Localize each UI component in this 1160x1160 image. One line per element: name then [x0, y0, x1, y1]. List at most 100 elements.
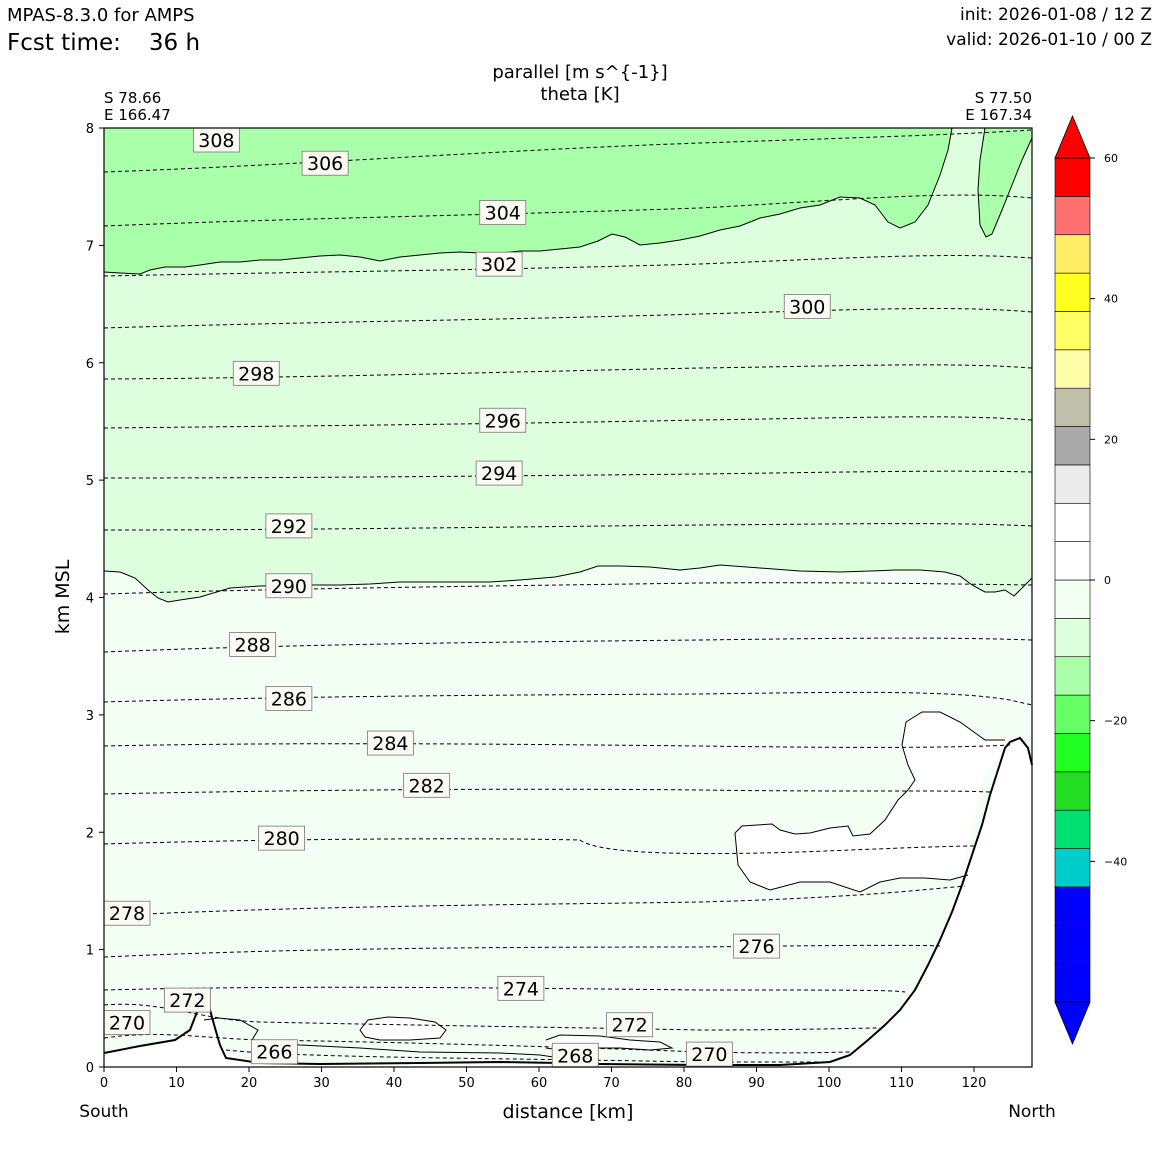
forecast-time: Fcst time: 36 h [7, 30, 200, 56]
x-tick-label: 50 [458, 1076, 475, 1091]
theta-line-286 [104, 691, 1032, 706]
forecast-time-value: 36 h [148, 30, 201, 56]
theta-label: 276 [733, 933, 780, 959]
theta-labels: 3083063043023002982962942922902882862842… [103, 127, 831, 1068]
colorbar-bin [1054, 272, 1091, 312]
theta-label-box [479, 407, 527, 433]
theta-label-box [475, 460, 523, 486]
wind-pocket-lower [360, 1017, 446, 1040]
theta-label-value: 292 [271, 516, 307, 538]
colorbar-bin [1054, 157, 1091, 197]
theta-label-box [232, 360, 280, 386]
model-title: MPAS-8.3.0 for AMPS [7, 5, 195, 26]
colorbar-bin [1054, 196, 1091, 236]
theta-label-box [783, 294, 831, 319]
theta-label-value: 290 [271, 576, 307, 598]
theta-label: 266 [250, 1039, 298, 1065]
start-lat: S 78.66 [104, 89, 161, 107]
chart-subtitle: theta [K] [540, 84, 619, 105]
x-axis-label: distance [km] [503, 1101, 634, 1123]
theta-label-box [265, 513, 313, 539]
theta-label-value: 270 [691, 1044, 727, 1066]
theta-label-value: 284 [372, 733, 408, 755]
theta-label-value: 272 [611, 1015, 647, 1037]
x-tick-label: 40 [386, 1076, 403, 1091]
theta-line-284 [104, 743, 1011, 748]
theta-line-278 [104, 885, 966, 917]
x-tick-label: 120 [962, 1076, 987, 1091]
theta-label-value: 304 [485, 203, 521, 225]
theta-label-value: 308 [198, 130, 234, 152]
y-tick-label: 6 [86, 357, 94, 372]
colorbar-bin [1054, 924, 1091, 964]
wind-contour-pocket-upper [734, 711, 1005, 893]
x-end-label-north: North [1008, 1102, 1056, 1122]
wind-contour-minus15-lobe [977, 127, 1033, 238]
colorbar-bin [1054, 771, 1091, 811]
theta-label-value: 276 [738, 936, 774, 958]
theta-label-box [606, 1012, 654, 1038]
colorbar-tick-label: 40 [1104, 293, 1118, 306]
theta-label-box [192, 127, 240, 153]
colorbar: 60 40 20 0 −20 −40 [1054, 114, 1127, 1046]
valid-time: valid: 2026-01-10 / 00 Z [946, 30, 1152, 50]
theta-label-box [258, 825, 306, 851]
theta-label-value: 288 [234, 634, 270, 656]
theta-label: 308 [192, 127, 240, 153]
theta-label-value: 294 [481, 463, 517, 485]
theta-label-value: 266 [256, 1042, 292, 1064]
y-tick-label: 8 [86, 122, 94, 137]
theta-label: 286 [265, 686, 313, 711]
theta-label: 272 [163, 987, 211, 1013]
theta-label: 278 [103, 900, 151, 926]
colorbar-bin [1054, 579, 1091, 619]
init-time: init: 2026-01-08 / 12 Z [959, 5, 1152, 25]
colorbar-bin [1054, 502, 1091, 542]
plot-area [104, 128, 1032, 1067]
y-axis: 0 1 2 3 4 5 6 7 8 [86, 122, 104, 1076]
theta-label: 288 [229, 632, 277, 657]
terrain [104, 738, 1032, 1067]
x-tick-label: 10 [168, 1076, 185, 1091]
colorbar-bin [1054, 848, 1091, 888]
x-tick-label: 0 [100, 1076, 108, 1091]
colorbar-bin [1054, 387, 1091, 427]
x-tick-label: 100 [817, 1076, 842, 1091]
y-tick-label: 0 [86, 1061, 94, 1076]
theta-label-value: 278 [109, 903, 145, 925]
theta-line-302 [104, 255, 1032, 277]
colorbar-tick-label: −40 [1104, 855, 1127, 868]
y-tick-label: 2 [86, 826, 94, 841]
theta-label: 294 [475, 460, 523, 486]
theta-label: 268 [551, 1042, 599, 1068]
theta-label-box [551, 1042, 599, 1068]
theta-label-box [497, 975, 545, 1001]
theta-line-300 [104, 307, 1032, 329]
theta-label-box [103, 1009, 151, 1035]
theta-label-box [301, 150, 349, 176]
theta-label-value: 272 [169, 990, 205, 1012]
colorbar-bin [1054, 311, 1091, 351]
wind-contours [103, 127, 1033, 1059]
theta-label-box [733, 933, 780, 959]
wind-contour-surface-left [203, 1017, 561, 1059]
theta-line-280 [104, 838, 976, 855]
end-lat: S 77.50 [975, 89, 1032, 107]
theta-contours [104, 129, 1032, 1063]
theta-line-270 [104, 1034, 851, 1054]
colorbar-bin [1054, 349, 1091, 389]
x-end-label-south: South [79, 1102, 128, 1122]
x-tick-label: 60 [531, 1076, 548, 1091]
colorbar-bin [1054, 886, 1091, 926]
colorbar-bin [1054, 809, 1091, 849]
theta-label-value: 296 [485, 410, 521, 432]
colorbar-bin [1054, 541, 1091, 581]
x-tick-label: 90 [748, 1076, 765, 1091]
y-tick-label: 7 [86, 239, 94, 254]
theta-label-box [366, 730, 414, 756]
theta-label-value: 298 [238, 363, 274, 385]
theta-line-304 [104, 194, 1032, 227]
theta-label-box [163, 987, 211, 1013]
colorbar-bin [1054, 656, 1091, 696]
